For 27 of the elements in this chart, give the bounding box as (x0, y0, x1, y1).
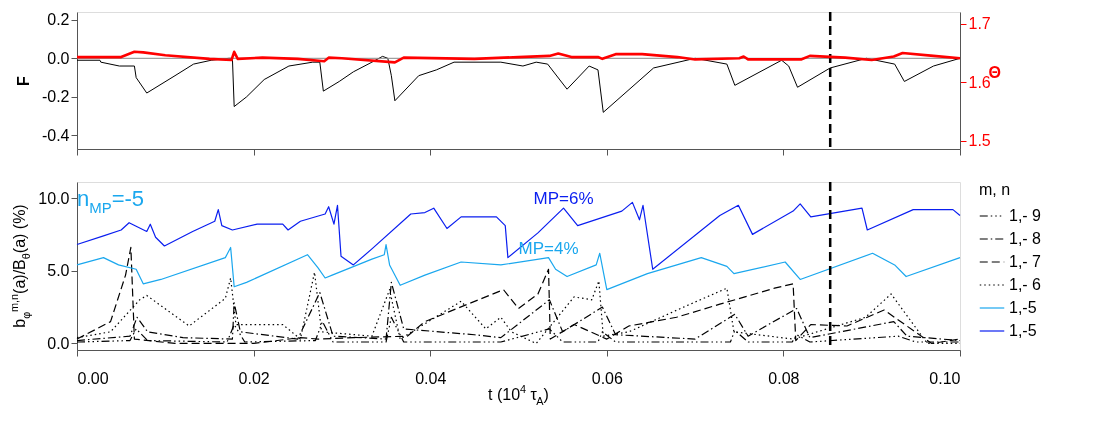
annotation: MP=4% (518, 238, 579, 258)
x-tick-label: 0.04 (415, 369, 447, 387)
legend-label: 1,- 6 (1009, 276, 1042, 293)
y-tick-label: -0.4 (41, 126, 70, 144)
x-tick-label: 0.08 (768, 369, 800, 387)
legend-label: 1,- 8 (1009, 230, 1042, 247)
legend-label: 1,- 9 (1009, 207, 1042, 224)
x-tick-label: 0.00 (77, 369, 109, 387)
y2-tick-label: 1.5 (968, 132, 991, 150)
y-axis-title: bφm,n(a)/Bθ(a) (%) (8, 204, 32, 328)
legend-label: 1,-5 (1009, 322, 1037, 339)
y-tick-label: 0.2 (47, 11, 70, 29)
x-tick-label: 0.06 (591, 369, 623, 387)
y-tick-label: 0.0 (47, 49, 70, 67)
annotation: MP=6% (533, 189, 594, 209)
y-tick-label: -0.2 (41, 88, 70, 106)
y-axis-title: F (14, 75, 32, 86)
legend-title: m, n (979, 181, 1011, 198)
y-tick-label: 0.0 (47, 334, 70, 352)
legend-label: 1,-5 (1009, 299, 1037, 316)
legend-label: 1,- 7 (1009, 253, 1042, 270)
y2-tick-label: 1.7 (968, 15, 991, 33)
y-tick-label: 10.0 (38, 189, 70, 207)
x-tick-label: 0.02 (238, 369, 270, 387)
y-tick-label: 5.0 (47, 262, 70, 280)
y2-axis-title: Θ (988, 64, 1001, 81)
x-tick-label: 0.10 (929, 369, 961, 387)
